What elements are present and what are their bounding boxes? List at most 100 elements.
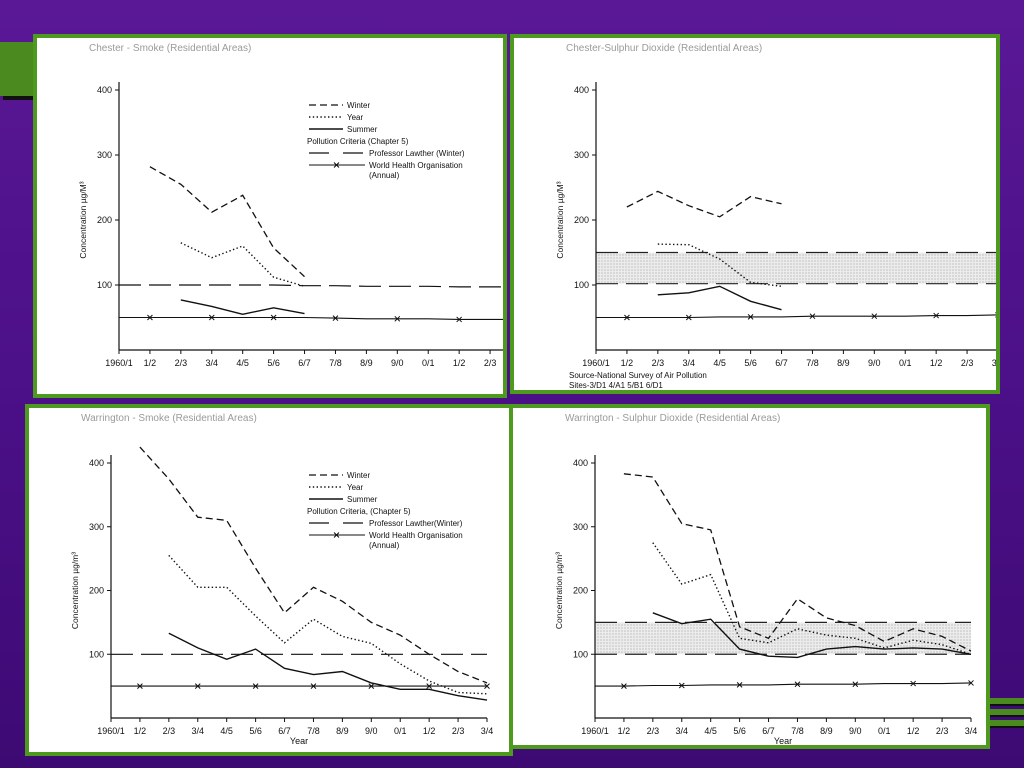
y-tick-label: 400 (573, 458, 588, 468)
x-tick-label: 2/3 (163, 726, 176, 736)
legend: Winter Year Summer Pollution Criteria (Chap… (307, 101, 465, 180)
y-tick-label: 400 (97, 85, 112, 95)
chart-title: Chester-Sulphur Dioxide (Residential Are… (566, 43, 762, 54)
y-tick-label: 300 (573, 522, 588, 532)
x-tick-label: 0/1 (878, 726, 891, 736)
x-tick-label: 7/8 (307, 726, 320, 736)
x-tick-label: 2/3 (652, 358, 665, 368)
series-cross (596, 312, 996, 321)
legend-criteria-entry: (Annual) (369, 541, 400, 550)
legend-criteria-entry: Professor Lawther (Winter) (369, 149, 465, 158)
chart-panel-warrington-smoke: Warrington - Smoke (Residential Areas) 10… (25, 404, 513, 756)
series-line (652, 612, 972, 659)
series-line (623, 473, 972, 652)
x-tick-label: 1960/1 (582, 358, 610, 368)
y-tick-label: 300 (574, 150, 589, 160)
criteria-band (595, 622, 971, 655)
x-tick-label: 7/8 (806, 358, 819, 368)
chart-svg: Warrington - Sulphur Dioxide (Residentia… (554, 413, 978, 745)
x-tick-label: 9/0 (849, 726, 862, 736)
x-tick-label: 6/7 (298, 358, 311, 368)
x-tick-label: 3/4 (992, 358, 996, 368)
series-dashed (623, 473, 972, 652)
y-tick-label: 100 (574, 280, 589, 290)
x-tick-label: 1960/1 (105, 358, 133, 368)
x-tick-label: 8/9 (837, 358, 850, 368)
x-tick-label: 1/2 (453, 358, 466, 368)
series-dotted (168, 554, 488, 695)
series-line (657, 285, 782, 311)
x-axis-label: Year (290, 736, 308, 746)
x-tick-label: 3/4 (206, 358, 219, 368)
legend-criteria-heading: Pollution Criteria, (Chapter 5) (307, 507, 411, 516)
legend: Winter Year Summer Pollution Criteria, (Cha… (307, 471, 463, 550)
x-tick-label: 1/2 (144, 358, 157, 368)
series-line (595, 682, 972, 687)
legend-criteria-entry: (Annual) (369, 171, 400, 180)
x-tick-label: 1/2 (423, 726, 436, 736)
y-axis-label: Concentration µg/m³ (70, 552, 80, 629)
x-tick-label: 1/2 (134, 726, 147, 736)
y-tick-label: 200 (89, 586, 104, 596)
x-tick-label: 5/6 (744, 358, 757, 368)
chart-svg: Chester-Sulphur Dioxide (Residential Are… (555, 43, 996, 390)
x-tick-label: 5/6 (267, 358, 280, 368)
x-tick-label: 4/5 (713, 358, 726, 368)
x-tick-label: 5/6 (733, 726, 746, 736)
chart-panel-chester-smoke: Chester - Smoke (Residential Areas) 100 20… (33, 34, 507, 398)
chart-panel-chester-sulphur-dioxide: Chester-Sulphur Dioxide (Residential Are… (510, 34, 1000, 394)
y-axis-label: Concentration µg/M³ (78, 181, 88, 258)
y-axis-label: Concentration µg/m³ (554, 552, 564, 629)
x-tick-label: 7/8 (791, 726, 804, 736)
x-tick-label: 3/4 (683, 358, 696, 368)
legend-entry: Summer (347, 125, 378, 134)
x-tick-label: 9/0 (868, 358, 881, 368)
y-tick-label: 300 (97, 150, 112, 160)
series-line (149, 166, 305, 278)
x-tick-label: 2/3 (961, 358, 974, 368)
x-tick-label: 1/2 (907, 726, 920, 736)
decorative-green-bar (0, 42, 34, 96)
y-tick-label: 400 (574, 85, 589, 95)
x-tick-label: 7/8 (329, 358, 342, 368)
legend-cross-marker (333, 532, 340, 538)
series-cross (111, 683, 490, 689)
source-note: Sites-3/D1 4/A1 5/B1 6/D1 (569, 381, 663, 390)
criteria-band (596, 252, 996, 284)
chart-title: Warrington - Smoke (Residential Areas) (81, 413, 257, 424)
series-dashed (139, 446, 488, 684)
y-tick-label: 100 (97, 280, 112, 290)
series-dashed (626, 190, 782, 218)
series-solid (652, 612, 972, 659)
x-tick-label: 3/4 (676, 726, 689, 736)
x-tick-label: 1960/1 (581, 726, 609, 736)
x-tick-label: 1/2 (930, 358, 943, 368)
series-solid (657, 285, 782, 311)
x-tick-label: 8/9 (336, 726, 349, 736)
legend-entry: Year (347, 483, 364, 492)
series-dashed (149, 166, 305, 278)
series-solid (168, 632, 488, 701)
y-tick-label: 300 (89, 522, 104, 532)
x-tick-label: 3/4 (965, 726, 978, 736)
x-tick-label: 4/5 (220, 726, 233, 736)
x-tick-label: 9/0 (391, 358, 404, 368)
x-tick-label: 0/1 (422, 358, 435, 368)
legend-entry: Winter (347, 101, 370, 110)
series-line (119, 316, 503, 320)
x-tick-label: 5/6 (249, 726, 262, 736)
x-tick-label: 1/2 (621, 358, 634, 368)
x-tick-label: 2/3 (936, 726, 949, 736)
decorative-green-lines (978, 698, 1024, 738)
legend-entry: Summer (347, 495, 378, 504)
series-line (139, 446, 488, 684)
series-line (626, 190, 782, 218)
y-tick-label: 200 (573, 586, 588, 596)
x-tick-label: 9/0 (365, 726, 378, 736)
y-tick-label: 100 (89, 649, 104, 659)
x-tick-label: 6/7 (762, 726, 775, 736)
y-tick-label: 400 (89, 458, 104, 468)
series-longdash (119, 284, 503, 288)
legend-entry: Year (347, 113, 364, 122)
legend-entry: Winter (347, 471, 370, 480)
